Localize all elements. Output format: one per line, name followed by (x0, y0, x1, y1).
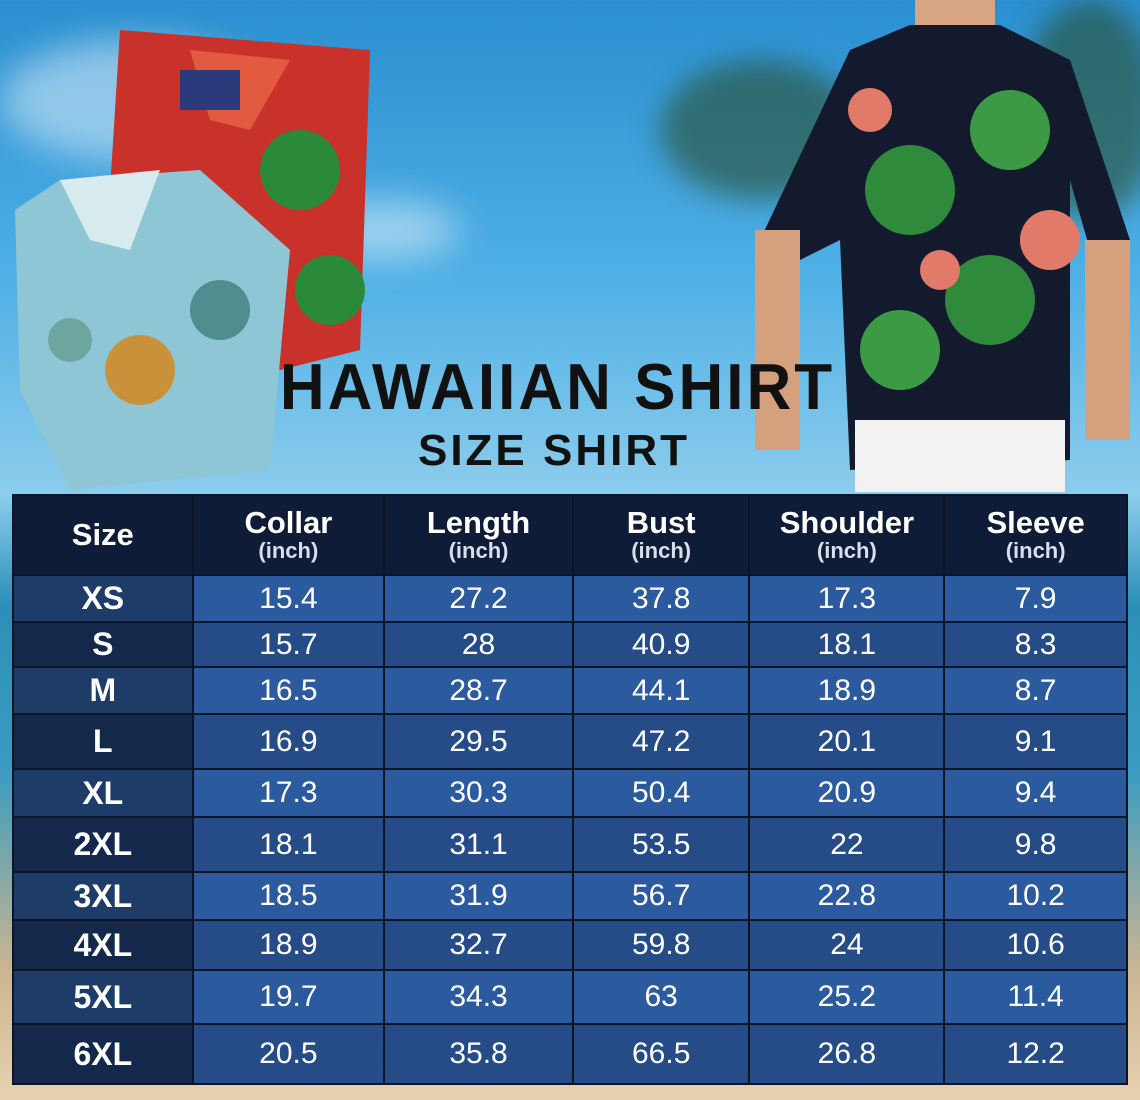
page-subtitle: SIZE SHIRT (417, 426, 691, 475)
table-row: M 16.5 28.7 44.1 18.9 8.7 (12, 666, 1128, 715)
measurement-cell: 16.5 (191, 666, 386, 715)
header-label: Collar (244, 505, 333, 540)
table-row: 3XL 18.5 31.9 56.7 22.8 10.2 (12, 871, 1128, 921)
measurement-cell: 18.9 (748, 666, 946, 715)
measurement-cell: 8.7 (943, 666, 1128, 715)
folded-shirts-image (15, 30, 370, 490)
size-cell: XS (12, 574, 194, 623)
header-length: Length (inch) (383, 494, 574, 576)
measurement-cell: 10.6 (943, 919, 1128, 971)
size-cell: M (12, 666, 194, 715)
header-sleeve: Sleeve (inch) (943, 494, 1128, 576)
size-cell: S (12, 621, 194, 668)
measurement-cell: 17.3 (191, 768, 386, 818)
measurement-cell: 31.1 (383, 816, 574, 873)
size-cell: 3XL (12, 871, 194, 921)
page-title: HAWAIIAN SHIRT (279, 351, 836, 424)
measurement-cell: 9.4 (943, 768, 1128, 818)
header-shoulder: Shoulder (inch) (748, 494, 946, 576)
measurement-cell: 34.3 (383, 969, 574, 1025)
measurement-cell: 9.8 (943, 816, 1128, 873)
table-row: 6XL 20.5 35.8 66.5 26.8 12.2 (12, 1023, 1128, 1085)
measurement-cell: 50.4 (571, 768, 751, 818)
size-cell: 4XL (12, 919, 194, 971)
size-chart-table: Size Collar (inch) Length (inch) Bust (inch… (12, 494, 1128, 1085)
header-unit: (inch) (1005, 538, 1066, 563)
measurement-cell: 19.7 (191, 969, 386, 1025)
measurement-cell: 18.9 (191, 919, 386, 971)
measurement-cell: 20.1 (748, 713, 946, 770)
measurement-cell: 20.9 (748, 768, 946, 818)
header-label: Sleeve (986, 505, 1085, 540)
measurement-cell: 27.2 (383, 574, 574, 623)
measurement-cell: 20.5 (191, 1023, 386, 1085)
size-cell: 5XL (12, 969, 194, 1025)
measurement-cell: 28 (383, 621, 574, 668)
size-cell: XL (12, 768, 194, 818)
measurement-cell: 40.9 (571, 621, 751, 668)
header-size: Size (12, 494, 194, 576)
measurement-cell: 18.1 (191, 816, 386, 873)
size-cell: 2XL (12, 816, 194, 873)
measurement-cell: 15.7 (191, 621, 386, 668)
measurement-cell: 16.9 (191, 713, 386, 770)
measurement-cell: 66.5 (571, 1023, 751, 1085)
measurement-cell: 18.5 (191, 871, 386, 921)
measurement-cell: 25.2 (748, 969, 946, 1025)
measurement-cell: 31.9 (383, 871, 574, 921)
measurement-cell: 17.3 (748, 574, 946, 623)
measurement-cell: 22.8 (748, 871, 946, 921)
measurement-cell: 63 (571, 969, 751, 1025)
table-row: 5XL 19.7 34.3 63 25.2 11.4 (12, 969, 1128, 1025)
measurement-cell: 30.3 (383, 768, 574, 818)
measurement-cell: 35.8 (383, 1023, 574, 1085)
measurement-cell: 29.5 (383, 713, 574, 770)
measurement-cell: 22 (748, 816, 946, 873)
measurement-cell: 7.9 (943, 574, 1128, 623)
header-unit: (inch) (448, 538, 509, 563)
size-cell: L (12, 713, 194, 770)
header-label: Bust (626, 505, 696, 540)
table-row: S 15.7 28 40.9 18.1 8.3 (12, 621, 1128, 668)
header-unit: (inch) (816, 538, 877, 563)
measurement-cell: 11.4 (943, 969, 1128, 1025)
header-unit: (inch) (631, 538, 692, 563)
measurement-cell: 15.4 (191, 574, 386, 623)
measurement-cell: 28.7 (383, 666, 574, 715)
measurement-cell: 9.1 (943, 713, 1128, 770)
table-row: XS 15.4 27.2 37.8 17.3 7.9 (12, 574, 1128, 623)
measurement-cell: 18.1 (748, 621, 946, 668)
header-label: Shoulder (779, 505, 915, 540)
measurement-cell: 37.8 (571, 574, 751, 623)
measurement-cell: 32.7 (383, 919, 574, 971)
measurement-cell: 26.8 (748, 1023, 946, 1085)
measurement-cell: 44.1 (571, 666, 751, 715)
header-collar: Collar (inch) (191, 494, 386, 576)
table-row: 4XL 18.9 32.7 59.8 24 10.6 (12, 919, 1128, 971)
header-unit: (inch) (258, 538, 319, 563)
table-row: L 16.9 29.5 47.2 20.1 9.1 (12, 713, 1128, 770)
measurement-cell: 12.2 (943, 1023, 1128, 1085)
header-label: Length (426, 505, 531, 540)
measurement-cell: 59.8 (571, 919, 751, 971)
measurement-cell: 24 (748, 919, 946, 971)
measurement-cell: 10.2 (943, 871, 1128, 921)
table-row: XL 17.3 30.3 50.4 20.9 9.4 (12, 768, 1128, 818)
measurement-cell: 8.3 (943, 621, 1128, 668)
measurement-cell: 47.2 (571, 713, 751, 770)
model-wearing-shirt-image (755, 0, 1130, 492)
table-row: 2XL 18.1 31.1 53.5 22 9.8 (12, 816, 1128, 873)
size-cell: 6XL (12, 1023, 194, 1085)
header-bust: Bust (inch) (571, 494, 751, 576)
measurement-cell: 56.7 (571, 871, 751, 921)
table-header-row: Size Collar (inch) Length (inch) Bust (inch… (12, 494, 1128, 576)
measurement-cell: 53.5 (571, 816, 751, 873)
header-label: Size (71, 517, 134, 552)
